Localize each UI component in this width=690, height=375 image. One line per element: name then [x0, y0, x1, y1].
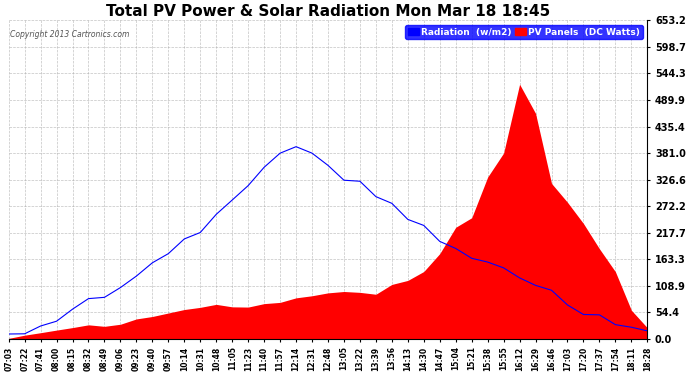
Title: Total PV Power & Solar Radiation Mon Mar 18 18:45: Total PV Power & Solar Radiation Mon Mar… [106, 4, 550, 19]
Text: Copyright 2013 Cartronics.com: Copyright 2013 Cartronics.com [10, 30, 129, 39]
Legend: Radiation  (w/m2), PV Panels  (DC Watts): Radiation (w/m2), PV Panels (DC Watts) [405, 25, 643, 39]
